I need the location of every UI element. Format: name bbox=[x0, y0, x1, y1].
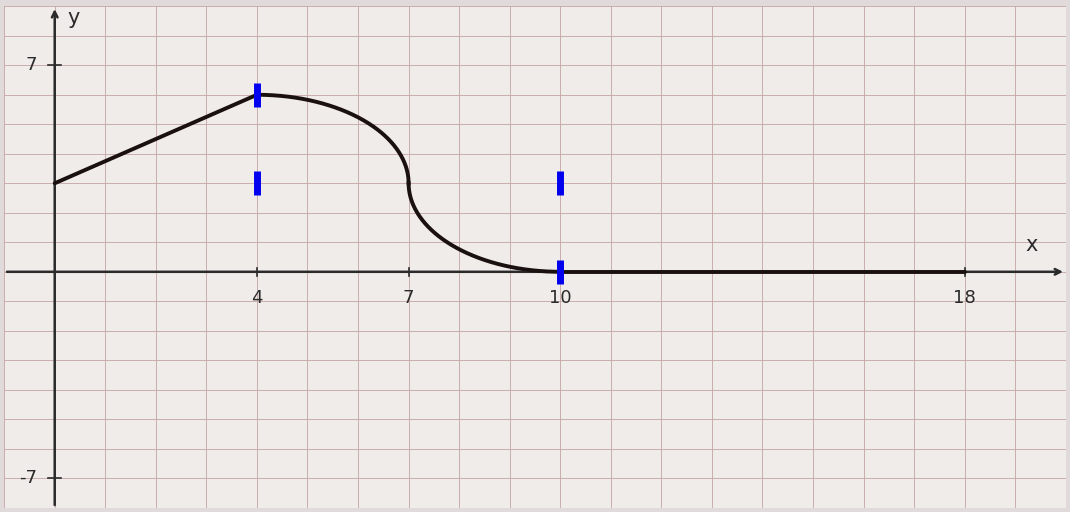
Text: x: x bbox=[1025, 235, 1038, 255]
Text: -7: -7 bbox=[19, 470, 37, 487]
Text: 10: 10 bbox=[549, 289, 571, 308]
Text: 7: 7 bbox=[26, 56, 37, 74]
Text: 4: 4 bbox=[251, 289, 263, 308]
Text: 7: 7 bbox=[403, 289, 414, 308]
Text: 18: 18 bbox=[953, 289, 976, 308]
Text: y: y bbox=[67, 8, 80, 28]
